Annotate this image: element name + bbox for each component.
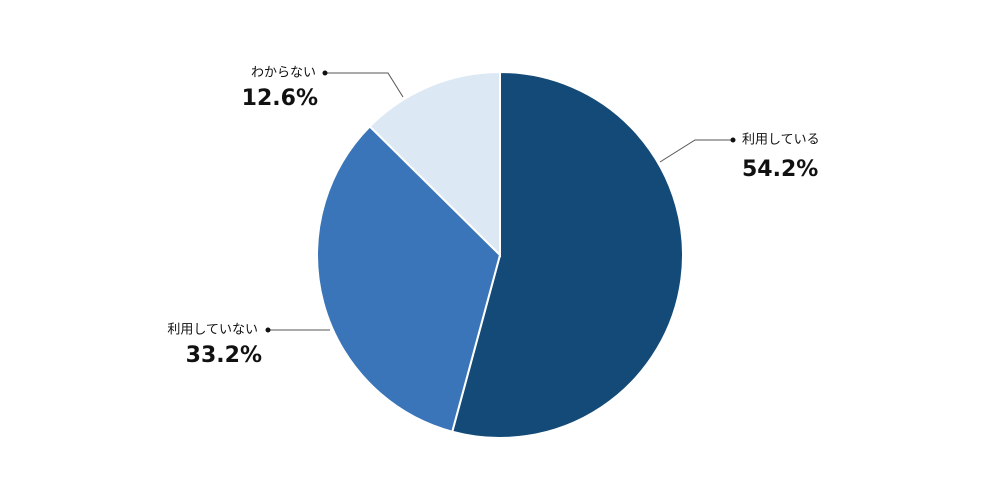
leader-dot bbox=[730, 137, 736, 143]
pie-slice bbox=[316, 125, 502, 433]
pie-slice bbox=[368, 70, 501, 258]
value-label: 54.2% bbox=[742, 157, 818, 182]
slice-label: 利用していない bbox=[167, 323, 258, 338]
pie-slice bbox=[451, 70, 684, 439]
value-label: 12.6% bbox=[242, 86, 318, 111]
leader-dot bbox=[265, 327, 271, 333]
leader-line bbox=[325, 72, 404, 98]
value-label: 33.2% bbox=[186, 343, 262, 368]
leader-dot bbox=[322, 70, 328, 76]
leader-line bbox=[659, 139, 733, 163]
slice-label: わからない bbox=[251, 66, 316, 81]
slice-label: 利用している bbox=[742, 133, 820, 148]
